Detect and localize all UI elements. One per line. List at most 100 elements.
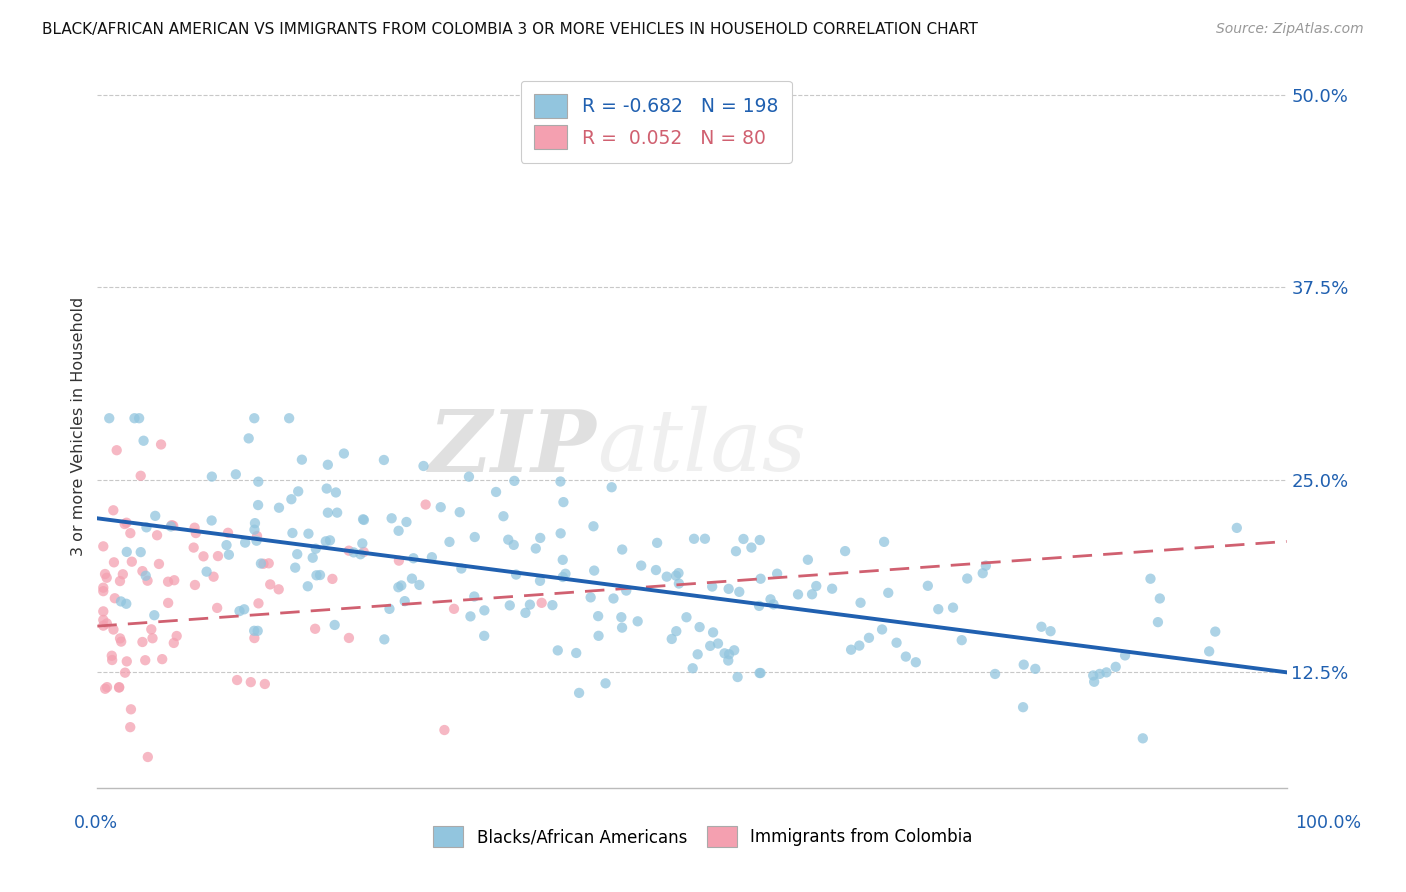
Point: [586, 609, 609, 624]
Point: [683, 532, 706, 546]
Point: [373, 632, 395, 647]
Point: [460, 609, 482, 624]
Point: [686, 648, 709, 662]
Point: [412, 458, 434, 473]
Point: [108, 632, 131, 646]
Point: [184, 578, 207, 592]
Point: [766, 566, 789, 581]
Point: [183, 541, 205, 555]
Point: [349, 547, 371, 561]
Point: [551, 570, 574, 584]
Point: [323, 618, 346, 632]
Point: [668, 566, 690, 580]
Point: [321, 572, 343, 586]
Point: [579, 591, 602, 605]
Point: [463, 590, 485, 604]
Point: [325, 485, 347, 500]
Point: [499, 599, 522, 613]
Point: [1083, 668, 1105, 682]
Point: [942, 600, 965, 615]
Point: [121, 555, 143, 569]
Point: [547, 643, 569, 657]
Point: [233, 535, 256, 549]
Point: [485, 485, 508, 500]
Point: [135, 568, 157, 582]
Point: [834, 544, 856, 558]
Point: [297, 579, 319, 593]
Point: [1204, 624, 1226, 639]
Point: [612, 542, 634, 557]
Point: [717, 582, 740, 596]
Point: [163, 573, 186, 587]
Point: [205, 601, 228, 615]
Point: [96, 680, 118, 694]
Point: [94, 681, 117, 696]
Point: [337, 631, 360, 645]
Point: [529, 574, 551, 588]
Point: [98, 411, 121, 425]
Point: [131, 635, 153, 649]
Point: [91, 584, 114, 599]
Point: [115, 516, 138, 530]
Point: [614, 583, 637, 598]
Point: [627, 615, 650, 629]
Point: [160, 519, 183, 533]
Point: [103, 555, 125, 569]
Point: [554, 566, 576, 581]
Point: [243, 516, 266, 530]
Point: [129, 468, 152, 483]
Point: [602, 591, 624, 606]
Point: [281, 526, 304, 541]
Point: [1226, 521, 1249, 535]
Point: [401, 572, 423, 586]
Point: [387, 580, 409, 594]
Point: [243, 523, 266, 537]
Point: [787, 587, 810, 601]
Point: [950, 633, 973, 648]
Point: [645, 563, 668, 577]
Point: [749, 572, 772, 586]
Point: [183, 521, 205, 535]
Point: [246, 529, 269, 543]
Point: [352, 512, 374, 526]
Point: [1031, 620, 1053, 634]
Point: [541, 598, 564, 612]
Point: [157, 574, 180, 589]
Point: [713, 646, 735, 660]
Point: [110, 594, 132, 608]
Point: [550, 475, 572, 489]
Point: [287, 484, 309, 499]
Point: [343, 545, 366, 559]
Point: [408, 578, 430, 592]
Point: [337, 543, 360, 558]
Point: [917, 579, 939, 593]
Point: [226, 673, 249, 687]
Point: [728, 585, 751, 599]
Point: [748, 599, 770, 613]
Point: [280, 492, 302, 507]
Point: [111, 567, 134, 582]
Point: [707, 636, 730, 650]
Point: [245, 533, 267, 548]
Point: [259, 577, 281, 591]
Point: [420, 550, 443, 565]
Point: [114, 516, 136, 531]
Point: [285, 547, 308, 561]
Point: [120, 702, 142, 716]
Point: [402, 551, 425, 566]
Point: [524, 541, 547, 556]
Point: [848, 639, 870, 653]
Point: [319, 533, 342, 548]
Point: [233, 602, 256, 616]
Point: [727, 670, 749, 684]
Point: [717, 653, 740, 667]
Point: [250, 557, 273, 571]
Point: [655, 569, 678, 583]
Point: [450, 561, 472, 575]
Point: [316, 458, 339, 472]
Point: [291, 452, 314, 467]
Point: [135, 520, 157, 534]
Point: [740, 541, 762, 555]
Point: [101, 653, 124, 667]
Point: [91, 581, 114, 595]
